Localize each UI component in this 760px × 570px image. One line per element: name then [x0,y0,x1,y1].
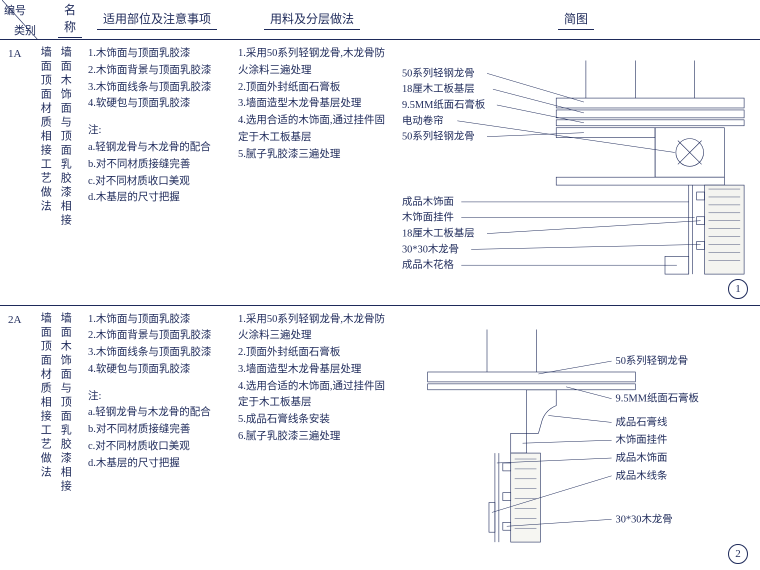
svg-text:50系列轻钢龙骨: 50系列轻钢龙骨 [402,66,475,79]
spec-table: 编号 类别 名称 适用部位及注意事项 用料及分层做法 简图 1A 墙面顶面材质相… [0,0,760,570]
row-parts: 1.木饰面与顶面乳胶漆 2.木饰面背景与顶面乳胶漆 3.木饰面线条与顶面乳胶漆 … [82,40,232,305]
row-diagram: 50系列轻钢龙骨 9.5MM纸面石膏板 成品石膏线 木饰面挂件 成品木饰面 成品… [392,306,760,570]
hdr-parts: 适用部位及注意事项 [82,4,232,36]
row-parts: 1.木饰面与顶面乳胶漆 2.木饰面背景与顶面乳胶漆 3.木饰面线条与顶面乳胶漆 … [82,306,232,570]
svg-text:18厘木工板基层: 18厘木工板基层 [402,82,475,95]
svg-text:50系列轻钢龙骨: 50系列轻钢龙骨 [402,130,475,143]
header-row: 编号 类别 名称 适用部位及注意事项 用料及分层做法 简图 [0,0,760,40]
svg-text:木饰面挂件: 木饰面挂件 [616,433,668,446]
svg-text:成品木花格: 成品木花格 [402,258,455,271]
row-category: 墙面顶面材质相接工艺做法 [36,306,56,570]
svg-text:9.5MM纸面石膏板: 9.5MM纸面石膏板 [616,391,700,404]
diagram-number: 1 [728,279,748,299]
svg-text:成品木饰面: 成品木饰面 [616,450,668,463]
row-category: 墙面顶面材质相接工艺做法 [36,40,56,305]
diagram-number: 2 [728,544,748,564]
hdr-diagram: 简图 [392,4,760,36]
row-num: 2A [0,306,36,570]
svg-text:18厘木工板基层: 18厘木工板基层 [402,227,475,240]
svg-text:木饰面挂件: 木饰面挂件 [402,211,454,224]
row-name: 墙面木饰面与顶面乳胶漆相接 [56,40,82,305]
svg-text:30*30木龙骨: 30*30木龙骨 [402,242,459,255]
svg-text:成品木线条: 成品木线条 [616,468,668,481]
svg-text:成品石膏线: 成品石膏线 [616,415,668,428]
row-method: 1.采用50系列轻钢龙骨,木龙骨防火涂料三遍处理 2.顶面外封纸面石膏板 3.墙… [232,306,392,570]
hdr-num: 编号 类别 [0,0,36,44]
row-num: 1A [0,40,36,305]
row-diagram: 50系列轻钢龙骨 18厘木工板基层 9.5MM纸面石膏板 电动卷帘 50系列轻钢… [392,40,760,305]
table-row: 2A 墙面顶面材质相接工艺做法 墙面木饰面与顶面乳胶漆相接 1.木饰面与顶面乳胶… [0,306,760,570]
diagram-svg: 50系列轻钢龙骨 18厘木工板基层 9.5MM纸面石膏板 电动卷帘 50系列轻钢… [398,46,754,299]
hdr-cat [36,14,56,26]
svg-text:电动卷帘: 电动卷帘 [402,114,444,127]
row-name: 墙面木饰面与顶面乳胶漆相接 [56,306,82,570]
svg-text:成品木饰面: 成品木饰面 [402,195,454,208]
diagram-svg: 50系列轻钢龙骨 9.5MM纸面石膏板 成品石膏线 木饰面挂件 成品木饰面 成品… [398,312,754,565]
svg-text:30*30木龙骨: 30*30木龙骨 [616,512,673,525]
table-row: 1A 墙面顶面材质相接工艺做法 墙面木饰面与顶面乳胶漆相接 1.木饰面与顶面乳胶… [0,40,760,306]
hdr-name: 名称 [56,0,82,44]
hdr-method: 用料及分层做法 [232,4,392,36]
svg-text:50系列轻钢龙骨: 50系列轻钢龙骨 [616,354,689,367]
svg-text:9.5MM纸面石膏板: 9.5MM纸面石膏板 [402,98,486,111]
row-method: 1.采用50系列轻钢龙骨,木龙骨防火涂料三遍处理 2.顶面外封纸面石膏板 3.墙… [232,40,392,305]
